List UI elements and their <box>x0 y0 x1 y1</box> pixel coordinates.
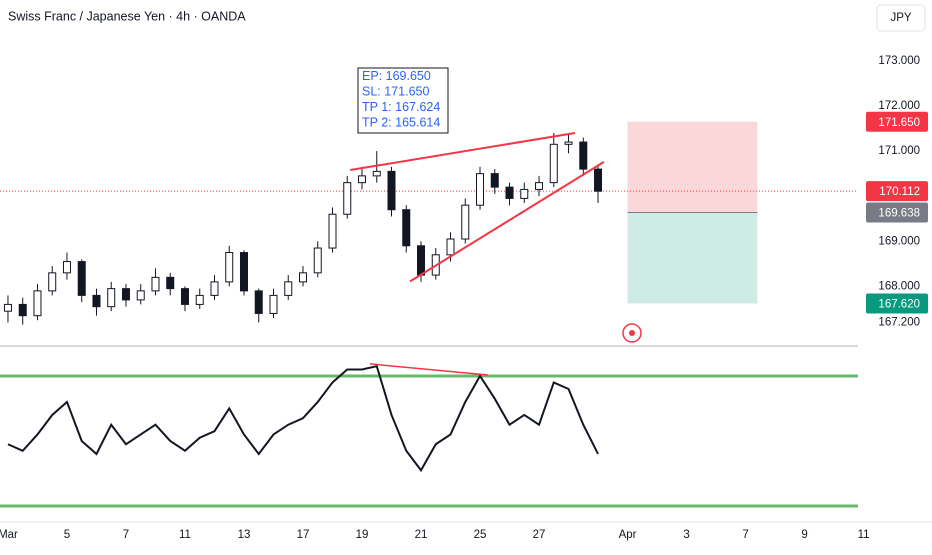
x-tick-label: 21 <box>415 529 428 541</box>
candle-body <box>358 175 367 184</box>
trendline <box>350 132 576 172</box>
stop-zone <box>627 121 758 213</box>
candle-body <box>48 272 57 292</box>
candle-body <box>254 290 263 314</box>
x-tick-label: 11 <box>179 529 191 541</box>
y-tick-label: 173.000 <box>878 55 920 67</box>
candle-body <box>564 141 573 145</box>
currency[interactable]: JPY <box>890 12 911 24</box>
candle-body <box>180 288 189 305</box>
candle-body <box>151 276 160 292</box>
target-zone <box>627 212 758 304</box>
candle-body <box>476 173 485 206</box>
candle-body <box>520 188 529 199</box>
candle-body <box>402 209 411 247</box>
price-tag-label: 167.620 <box>878 299 920 311</box>
candle-body <box>107 288 116 308</box>
candle-body <box>372 170 381 177</box>
x-tick-label: 5 <box>64 529 70 541</box>
annotation-text: EP: 169.650 <box>362 69 431 83</box>
price-tag <box>866 181 928 202</box>
candle-body <box>62 261 71 274</box>
currency-button[interactable] <box>876 4 926 32</box>
x-tick-label: Mar <box>0 529 18 541</box>
x-tick-label: 3 <box>683 529 689 541</box>
candle-body <box>313 247 322 274</box>
chart-title: Swiss Franc / Japanese Yen · 4h · OANDA <box>8 9 246 23</box>
candle-body <box>417 245 426 276</box>
annotation-text: SL: 171.650 <box>362 84 429 98</box>
trendline <box>409 161 605 283</box>
candle-body <box>136 290 145 301</box>
price-tag-label: 171.650 <box>878 117 920 129</box>
price-tag <box>866 293 928 314</box>
candle-body <box>3 303 12 312</box>
candle-body <box>490 173 499 188</box>
candle-body <box>166 276 175 290</box>
annotation-text: TP 2: 165.614 <box>362 115 440 129</box>
x-tick-label: 7 <box>742 529 748 541</box>
annotation-text: TP 1: 167.624 <box>362 100 440 114</box>
x-tick-label: Apr <box>619 529 637 541</box>
candle-body <box>387 170 396 211</box>
x-tick-label: 13 <box>238 529 251 541</box>
y-tick-label: 171.000 <box>878 145 920 157</box>
candle-body <box>328 213 337 249</box>
candle-body <box>343 182 352 215</box>
price-tag <box>866 202 928 223</box>
rsi-trendline <box>369 363 489 376</box>
candle-body <box>18 303 27 317</box>
candle-body <box>505 186 514 199</box>
x-tick-label: 17 <box>297 529 310 541</box>
candle-body <box>535 182 544 190</box>
price-axis <box>858 0 932 521</box>
candle-body <box>239 252 248 292</box>
x-tick-label: 9 <box>801 529 807 541</box>
candle-body <box>269 294 278 314</box>
candle-body <box>461 204 470 240</box>
y-tick-label: 172.000 <box>878 100 920 112</box>
y-tick-label: 169.000 <box>878 235 920 247</box>
x-tick-label: 19 <box>356 529 369 541</box>
candle-body <box>298 272 307 283</box>
x-tick-label: 7 <box>123 529 129 541</box>
candle-body <box>549 143 558 184</box>
candle-body <box>210 281 219 296</box>
candle-body <box>594 168 603 192</box>
candle-body <box>92 294 101 308</box>
candle-body <box>77 261 86 296</box>
candle-body <box>121 288 130 301</box>
candle-body <box>284 281 293 296</box>
candle-body <box>225 252 234 283</box>
x-tick-label: 11 <box>858 529 870 541</box>
candle-body <box>446 238 455 256</box>
x-tick-label: 25 <box>474 529 487 541</box>
price-tag <box>866 111 928 132</box>
alert-icon-dot <box>629 330 635 336</box>
rsi-line <box>7 365 599 473</box>
y-tick-label: 167.200 <box>878 316 920 328</box>
annotation-box <box>357 67 449 134</box>
y-tick-label: 168.000 <box>878 280 920 292</box>
candle-body <box>579 141 588 170</box>
x-tick-label: 27 <box>533 529 546 541</box>
candle-body <box>195 294 204 305</box>
price-tag-label: 169.638 <box>878 208 920 220</box>
price-tag-label: 170.112 <box>879 186 920 198</box>
candle-body <box>33 290 42 317</box>
